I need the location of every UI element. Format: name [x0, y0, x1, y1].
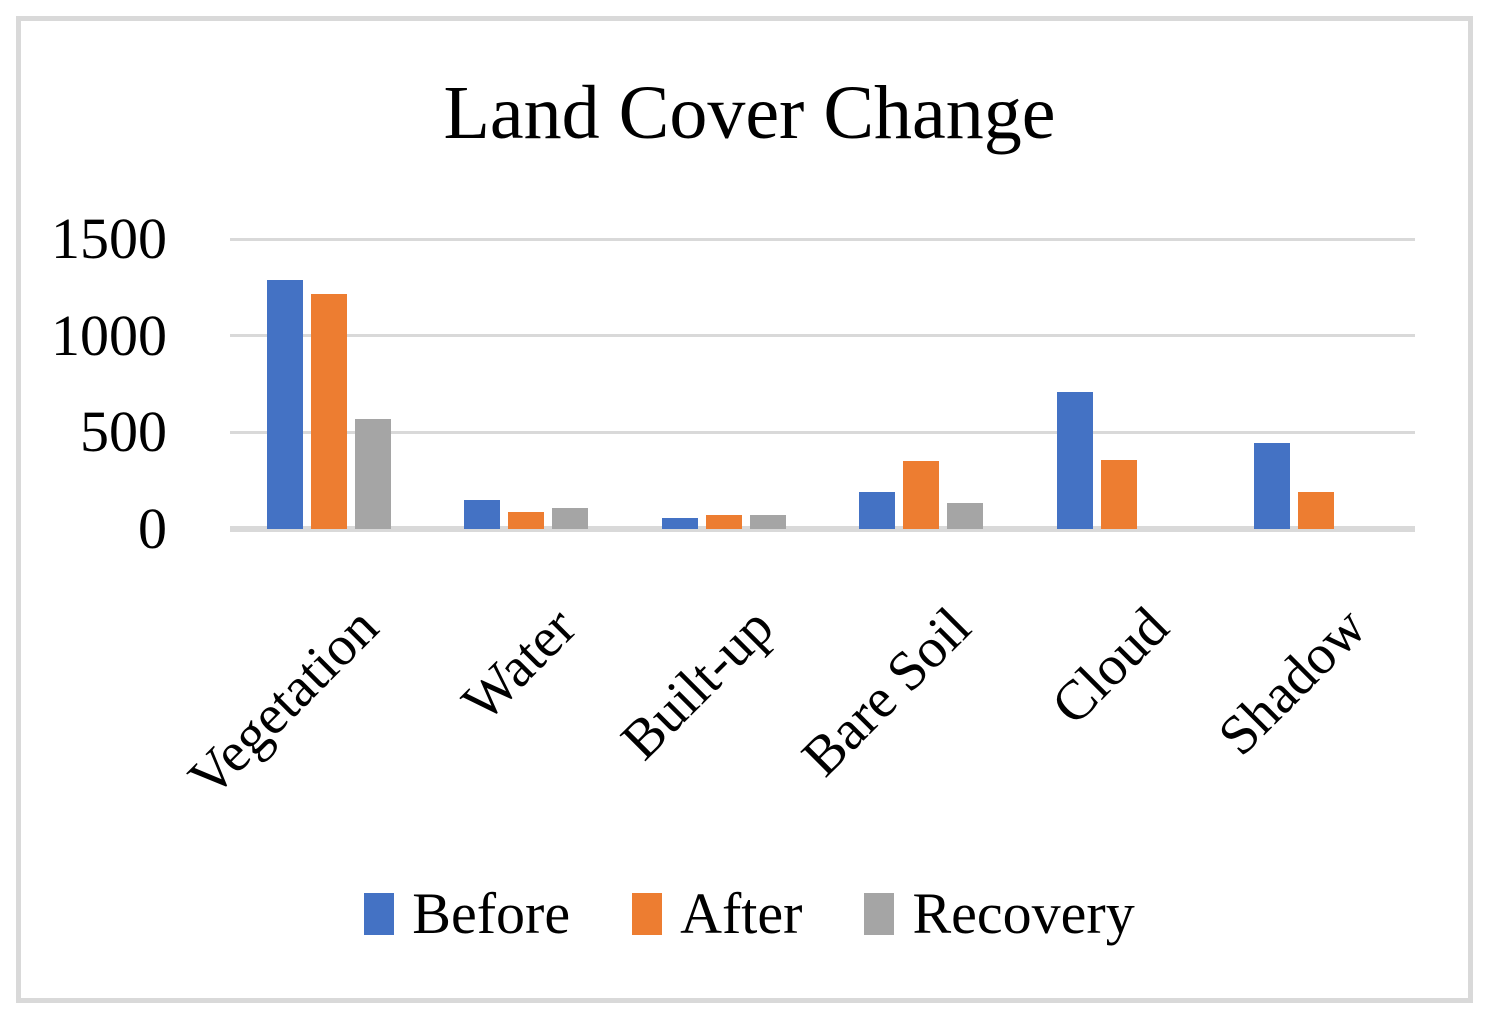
bar-before-vegetation — [266, 279, 303, 529]
gridline-1500 — [230, 237, 1415, 241]
bar-after-bare-soil — [903, 461, 940, 529]
chart-title: Land Cover Change — [443, 71, 1056, 155]
bar-recovery-water — [552, 507, 589, 529]
legend-swatch-recovery — [864, 892, 895, 935]
bar-recovery-vegetation — [354, 418, 391, 529]
gridline-1000 — [230, 334, 1415, 338]
bar-after-cloud — [1100, 460, 1137, 529]
bar-after-shadow — [1298, 492, 1335, 529]
plot-area — [230, 237, 1415, 532]
y-tick-label-1500: 1500 — [51, 206, 167, 271]
y-tick-label-1000: 1000 — [51, 302, 167, 368]
bar-after-water — [508, 511, 545, 529]
legend-swatch-after — [632, 892, 663, 935]
figure-border — [16, 16, 1473, 1003]
bar-before-shadow — [1254, 442, 1291, 529]
bar-before-bare-soil — [859, 492, 896, 529]
legend-label-recovery: Recovery — [912, 881, 1135, 946]
y-tick-label-500: 500 — [80, 399, 167, 465]
bar-recovery-bare-soil — [947, 502, 984, 529]
legend: Before After Recovery — [0, 882, 1499, 946]
legend-label-after: After — [680, 881, 803, 946]
legend-label-before: Before — [412, 881, 571, 946]
legend-item-after: After — [632, 882, 802, 946]
gridline-500 — [230, 430, 1415, 434]
legend-item-before: Before — [364, 882, 570, 946]
bar-after-vegetation — [310, 294, 347, 529]
y-tick-label-0: 0 — [138, 496, 167, 561]
bar-after-built-up — [705, 515, 742, 529]
bar-before-cloud — [1056, 391, 1093, 529]
legend-swatch-before — [364, 892, 395, 935]
bar-before-water — [464, 500, 501, 529]
x-axis-line — [230, 526, 1415, 532]
legend-item-recovery: Recovery — [864, 881, 1135, 946]
bar-recovery-built-up — [749, 514, 786, 529]
bar-before-built-up — [661, 518, 698, 529]
